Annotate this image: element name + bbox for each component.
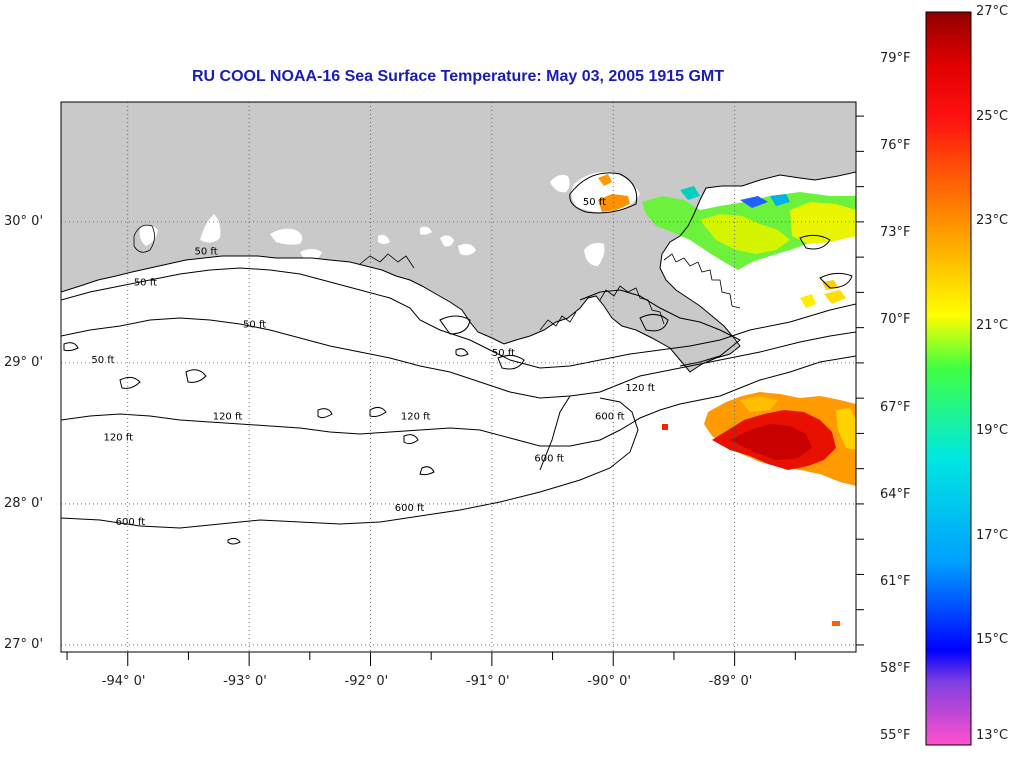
sst-patches bbox=[598, 174, 856, 626]
sst-patch-mississippi-sound bbox=[598, 174, 856, 308]
lat-label: 27° 0' bbox=[4, 636, 44, 652]
lon-label: -91° 0' bbox=[465, 674, 510, 689]
contour-label: 50 ft bbox=[243, 320, 266, 331]
contour-deep bbox=[61, 397, 639, 529]
axis-ticks bbox=[66, 115, 864, 666]
colorbar-fahrenheit-label: 58°F bbox=[880, 661, 911, 677]
lat-label: 30° 0' bbox=[4, 213, 44, 229]
colorbar-celsius-label: 13°C bbox=[976, 728, 1009, 743]
contour-600ft bbox=[61, 355, 856, 447]
colorbar-fahrenheit-label: 55°F bbox=[880, 728, 911, 743]
bathymetry-contours bbox=[61, 172, 856, 545]
gulf-water bbox=[61, 102, 856, 652]
contour-canyon bbox=[539, 395, 571, 471]
lon-label: -89° 0' bbox=[708, 674, 753, 689]
colorbar-celsius-label: 27°C bbox=[976, 4, 1009, 19]
sst-patch-east-warm bbox=[662, 392, 856, 626]
contour-label: 600 ft bbox=[534, 454, 564, 465]
contour-label: 50 ft bbox=[195, 246, 218, 257]
colorbar-fahrenheit-label: 70°F bbox=[880, 312, 911, 328]
coastline bbox=[61, 171, 856, 373]
lon-label: -94° 0' bbox=[101, 674, 146, 689]
lat-label: 28° 0' bbox=[4, 495, 44, 511]
colorbar-fahrenheit-label: 67°F bbox=[880, 399, 911, 415]
colorbar-celsius-label: 19°C bbox=[976, 422, 1009, 438]
contour-label: 600 ft bbox=[595, 411, 625, 422]
colorbar bbox=[925, 11, 972, 746]
contour-label: 120 ft bbox=[401, 411, 431, 422]
contour-label: 50 ft bbox=[492, 348, 515, 359]
graticule bbox=[61, 102, 856, 652]
contour-shelf-edge bbox=[579, 289, 741, 367]
lon-label: -90° 0' bbox=[587, 674, 631, 689]
map-title: RU COOL NOAA-16 Sea Surface Temperature:… bbox=[191, 68, 725, 85]
land-mass bbox=[61, 102, 856, 372]
lat-label: 29° 0' bbox=[4, 354, 44, 370]
colorbar-fahrenheit-label: 64°F bbox=[880, 486, 911, 502]
colorbar-fahrenheit-label: 73°F bbox=[880, 225, 911, 241]
colorbar-celsius-label: 23°C bbox=[976, 213, 1009, 229]
colorbar-celsius-label: 25°C bbox=[976, 108, 1009, 124]
colorbar-celsius-label: 21°C bbox=[976, 318, 1009, 334]
map-frame bbox=[60, 101, 857, 653]
contour-label: 600 ft bbox=[395, 503, 425, 514]
colorbar-fahrenheit-label: 61°F bbox=[880, 574, 911, 590]
contour-label: 120 ft bbox=[213, 411, 243, 422]
colorbar-fahrenheit-label: 76°F bbox=[880, 137, 911, 153]
inland-lakes bbox=[139, 171, 780, 266]
contour-50ft bbox=[61, 267, 856, 369]
contour-label: 50 ft bbox=[91, 355, 114, 366]
colorbar-celsius-label: 15°C bbox=[976, 632, 1009, 648]
contour-lake bbox=[569, 172, 638, 214]
contour-label: 600 ft bbox=[116, 517, 146, 528]
colorbar-fahrenheit-label: 79°F bbox=[880, 50, 911, 66]
contour-label: 50 ft bbox=[583, 197, 606, 208]
lon-label: -93° 0' bbox=[223, 674, 267, 689]
colorbar-celsius-label: 17°C bbox=[976, 527, 1009, 543]
contour-labels: 50 ft 50 ft 50 ft 50 ft 50 ft 50 ft 120 ft 120 … bbox=[91, 197, 655, 528]
contour-label: 120 ft bbox=[103, 432, 133, 443]
lon-label: -92° 0' bbox=[344, 674, 389, 689]
contour-label: 120 ft bbox=[625, 383, 655, 394]
contour-label: 50 ft bbox=[134, 277, 157, 288]
contour-120ft bbox=[61, 317, 856, 399]
